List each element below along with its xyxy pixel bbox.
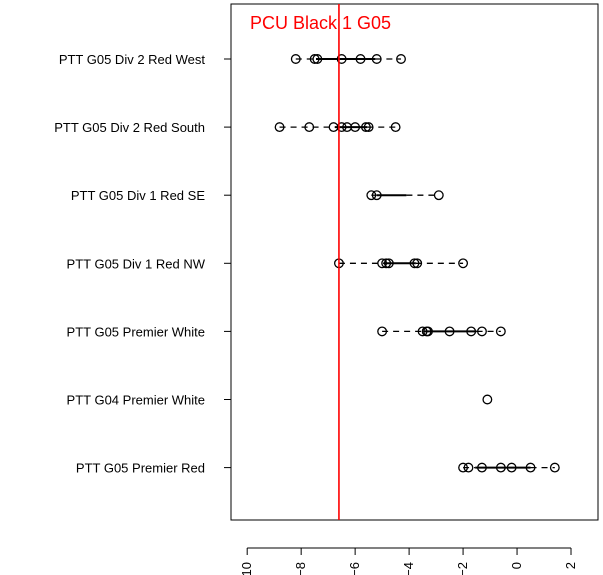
data-point <box>458 462 469 473</box>
data-point <box>482 394 493 405</box>
data-point <box>525 462 536 473</box>
data-point <box>506 462 517 473</box>
team-label: PTT G04 Premier White <box>67 393 205 408</box>
data-point <box>423 326 433 337</box>
x-tick-label: −6 <box>347 562 362 575</box>
data-point <box>377 258 388 269</box>
data-point <box>477 326 487 337</box>
data-point <box>417 326 428 337</box>
team-label: PTT G05 Div 2 Red South <box>54 120 205 135</box>
data-point <box>412 258 423 269</box>
plot-frame <box>230 3 599 521</box>
data-point <box>549 462 560 473</box>
x-tick-label: −4 <box>401 562 416 575</box>
team-label: PTT G05 Premier White <box>67 324 205 339</box>
data-point <box>274 122 285 133</box>
data-point <box>366 190 377 201</box>
team-label: PTT G05 Premier Red <box>76 461 205 476</box>
data-point <box>466 326 477 337</box>
team-label: PTT G05 Div 1 Red NW <box>67 256 206 271</box>
data-point <box>363 122 374 133</box>
team-label: PTT G05 Div 2 Red West <box>59 52 206 67</box>
data-point <box>381 258 392 269</box>
data-point <box>390 122 401 133</box>
data-point <box>396 54 406 64</box>
x-tick-label: 2 <box>563 562 578 569</box>
data-point <box>336 54 347 64</box>
data-point <box>336 122 347 133</box>
data-point <box>309 54 320 64</box>
data-point <box>458 258 469 269</box>
data-point <box>463 462 474 473</box>
data-point <box>304 122 315 133</box>
team-label: PTT G05 Div 1 Red SE <box>71 188 205 203</box>
data-point <box>371 190 382 201</box>
data-point <box>355 54 366 64</box>
x-tick-label: 0 <box>509 562 524 569</box>
x-tick-label: −10 <box>239 562 254 575</box>
x-axis: −10 −8 −6 −4 −2 0 2 <box>239 547 578 575</box>
x-tick-label: −8 <box>293 562 308 575</box>
plot-area <box>274 54 560 473</box>
data-point <box>377 326 388 337</box>
data-point <box>312 54 323 64</box>
x-tick-label: −2 <box>455 562 470 575</box>
data-point <box>433 190 444 201</box>
data-point <box>477 462 487 473</box>
team-labels: PTT G05 Div 2 Red West PTT G05 Div 2 Red … <box>54 52 232 476</box>
data-point <box>495 326 506 337</box>
reference-label: PCU Black 1 G05 <box>250 13 391 33</box>
data-point <box>495 462 506 473</box>
data-point <box>383 258 394 269</box>
data-point <box>350 122 361 133</box>
data-point <box>409 258 420 269</box>
data-point <box>360 122 371 133</box>
data-point <box>371 54 382 64</box>
data-point <box>290 54 301 64</box>
data-point <box>444 326 455 337</box>
